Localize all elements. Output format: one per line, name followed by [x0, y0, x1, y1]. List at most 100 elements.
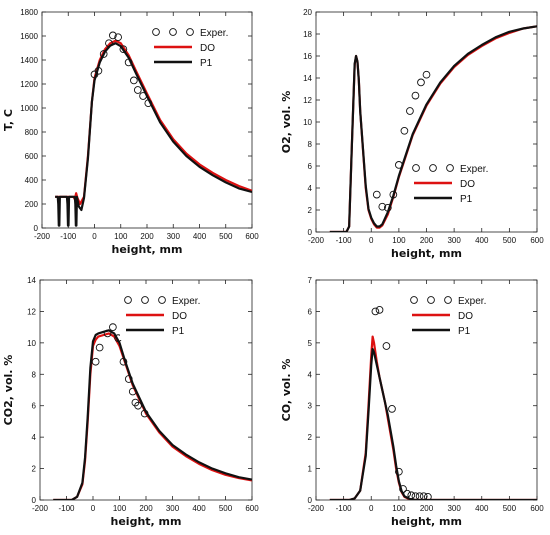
legend-marker [152, 28, 160, 36]
legend-marker [412, 164, 420, 172]
y-tick-label: 20 [303, 8, 312, 17]
y-tick-label: 0 [308, 496, 313, 505]
x-tick-label: 100 [114, 232, 128, 241]
legend-label: Exper. [172, 296, 200, 307]
data-point-exper [140, 409, 149, 418]
x-tick-label: -100 [336, 504, 353, 513]
data-point-exper [419, 492, 428, 500]
plot-area [329, 306, 537, 500]
legend-marker [410, 296, 418, 304]
data-point-exper [382, 342, 391, 350]
data-point-exper [133, 86, 142, 94]
x-tick-label: 500 [503, 504, 517, 513]
x-tick-label: 600 [245, 232, 259, 241]
legend-marker [186, 28, 194, 36]
x-tick-label: 600 [530, 236, 544, 245]
y-tick-label: 4 [32, 433, 37, 442]
legend-label: Exper. [460, 164, 488, 175]
data-point-exper [399, 485, 407, 493]
data-point-exper [400, 126, 409, 135]
legend-label: P1 [458, 326, 471, 337]
series-line-do [329, 335, 537, 500]
y-tick-label: 400 [25, 176, 39, 185]
legend-label: DO [460, 179, 475, 190]
data-point-exper [375, 306, 384, 314]
data-point-exper [119, 45, 128, 54]
y-tick-label: 14 [27, 276, 36, 285]
y-tick-label: 14 [303, 74, 312, 83]
data-point-exper [395, 467, 403, 476]
x-tick-label: -200 [34, 232, 51, 241]
chart-oxygen: -200 -100 0 100 200 300 400 500 600 0 2 4 6 8 10 12 14 16… [280, 8, 544, 260]
data-point-exper [403, 489, 412, 498]
y-tick-label: 0 [34, 224, 39, 233]
legend: Exper. DO P1 [120, 290, 220, 340]
data-point-exper [144, 99, 153, 108]
y-tick-label: 18 [303, 30, 312, 39]
x-tick-label: -200 [308, 236, 325, 245]
y-tick-label: 1000 [20, 104, 38, 113]
y-tick-label: 6 [32, 402, 37, 411]
x-axis-label: height, mm [391, 247, 462, 260]
y-tick-label: 4 [308, 370, 313, 379]
legend-marker [158, 296, 166, 304]
x-tick-label: 0 [92, 232, 97, 241]
y-tick-label: 8 [32, 370, 37, 379]
data-point-exper [372, 190, 381, 199]
y-tick-label: 12 [27, 307, 36, 316]
x-tick-label: 0 [91, 504, 96, 513]
legend-label: Exper. [458, 296, 486, 307]
y-tick-label: 1800 [20, 8, 38, 17]
y-tick-label: 3 [308, 402, 313, 411]
x-tick-label: 400 [475, 236, 489, 245]
y-tick-label: 1 [308, 465, 313, 474]
y-tick-label: 2 [32, 465, 37, 474]
legend: Exper. DO P1 [148, 22, 248, 72]
y-tick-label: 1400 [20, 56, 38, 65]
y-tick-label: 0 [308, 228, 313, 237]
data-point-exper [383, 203, 392, 212]
x-tick-label: 200 [139, 504, 153, 513]
data-point-exper [388, 405, 396, 413]
data-point-exper [395, 161, 403, 169]
legend-marker [446, 164, 454, 172]
x-axis-label: height, mm [391, 515, 462, 528]
data-point-exper [95, 343, 104, 352]
x-tick-label: 0 [369, 504, 374, 513]
series-line-do [55, 39, 252, 206]
chart-temperature: -200 -100 0 100 200 300 400 500 600 0 200 400 600 800… [2, 8, 259, 256]
series-line-p1 [329, 25, 537, 232]
x-tick-label: -200 [32, 504, 49, 513]
data-point-exper [119, 357, 128, 366]
x-tick-label: 300 [447, 504, 461, 513]
data-point-exper [415, 492, 424, 500]
legend-label: DO [172, 311, 187, 322]
y-tick-label: 7 [308, 276, 313, 285]
x-axis-label: height, mm [111, 515, 182, 528]
data-point-exper [389, 190, 398, 199]
data-point-exper [130, 76, 138, 85]
data-point-exper [94, 66, 103, 75]
legend: Exper. DO P1 [406, 290, 506, 340]
series-line-p1 [53, 329, 252, 500]
x-tick-label: 500 [219, 232, 233, 241]
series-line-p1 [55, 42, 252, 227]
x-tick-label: 0 [369, 236, 374, 245]
data-point-exper [407, 491, 416, 500]
x-tick-label: 400 [475, 504, 489, 513]
x-tick-label: 600 [530, 504, 544, 513]
data-point-exper [417, 78, 425, 87]
y-tick-label: 10 [27, 339, 36, 348]
y-tick-label: 10 [303, 118, 312, 127]
legend-label: P1 [460, 194, 473, 205]
legend-marker [141, 296, 149, 304]
data-point-exper [114, 33, 122, 42]
data-point-exper [406, 107, 414, 115]
data-point-exper [378, 202, 387, 211]
x-tick-label: 200 [420, 236, 434, 245]
data-point-exper [371, 307, 380, 316]
x-tick-label: -200 [308, 504, 325, 513]
legend-marker [427, 296, 435, 304]
y-tick-label: 6 [308, 162, 313, 171]
